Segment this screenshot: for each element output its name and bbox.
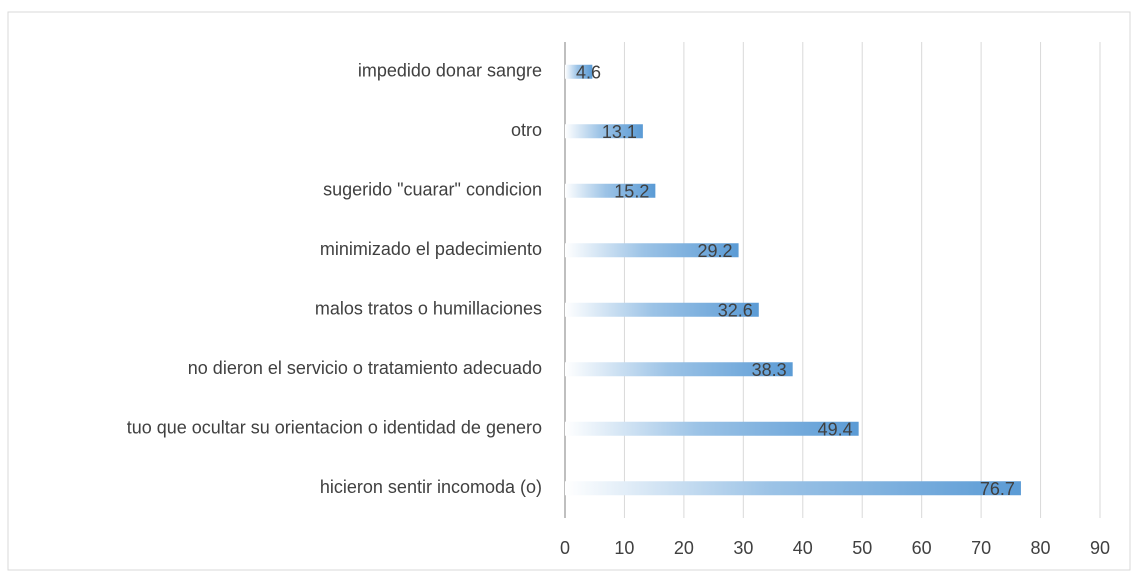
data-label: 32.6 <box>718 301 753 321</box>
x-tick-label: 90 <box>1090 538 1110 558</box>
x-tick-label: 80 <box>1031 538 1051 558</box>
data-label: 29.2 <box>698 241 733 261</box>
data-label: 4.6 <box>576 63 601 83</box>
x-tick-label: 40 <box>793 538 813 558</box>
bar <box>565 481 1021 496</box>
bar <box>565 421 859 436</box>
y-tick-label: tuo que ocultar su orientacion o identid… <box>127 418 542 438</box>
data-label: 15.2 <box>614 182 649 202</box>
x-tick-label: 10 <box>614 538 634 558</box>
x-tick-label: 60 <box>912 538 932 558</box>
bar <box>565 243 739 258</box>
y-tick-label: impedido donar sangre <box>358 61 542 81</box>
bar <box>565 362 793 377</box>
x-tick-label: 0 <box>560 538 570 558</box>
y-tick-label: otro <box>511 120 542 140</box>
bar <box>565 302 759 317</box>
x-tick-label: 70 <box>971 538 991 558</box>
y-tick-label: malos tratos o humillaciones <box>315 299 542 319</box>
y-tick-label: no dieron el servicio o tratamiento adec… <box>188 358 542 378</box>
y-tick-label: hicieron sentir incomoda (o) <box>320 477 542 497</box>
y-tick-label: sugerido "cuarar" condicion <box>323 180 542 200</box>
x-tick-label: 20 <box>674 538 694 558</box>
bar <box>565 183 656 198</box>
x-tick-label: 50 <box>852 538 872 558</box>
data-label: 49.4 <box>818 420 853 440</box>
bar <box>565 124 643 139</box>
x-tick-label: 30 <box>733 538 753 558</box>
data-label: 38.3 <box>752 360 787 380</box>
y-tick-label: minimizado el padecimiento <box>320 239 542 259</box>
chart-border <box>7 11 1131 571</box>
data-label: 13.1 <box>602 122 637 142</box>
data-label: 76.7 <box>980 479 1015 499</box>
bar <box>565 64 593 79</box>
